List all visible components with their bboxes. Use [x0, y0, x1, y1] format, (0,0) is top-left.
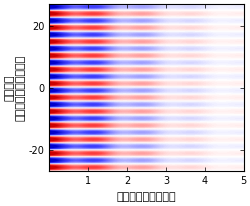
X-axis label: 時間経過（ナノ秒）: 時間経過（ナノ秒） [116, 192, 176, 202]
Y-axis label: 空間位置
（マイクロメートル）: 空間位置 （マイクロメートル） [4, 55, 26, 121]
